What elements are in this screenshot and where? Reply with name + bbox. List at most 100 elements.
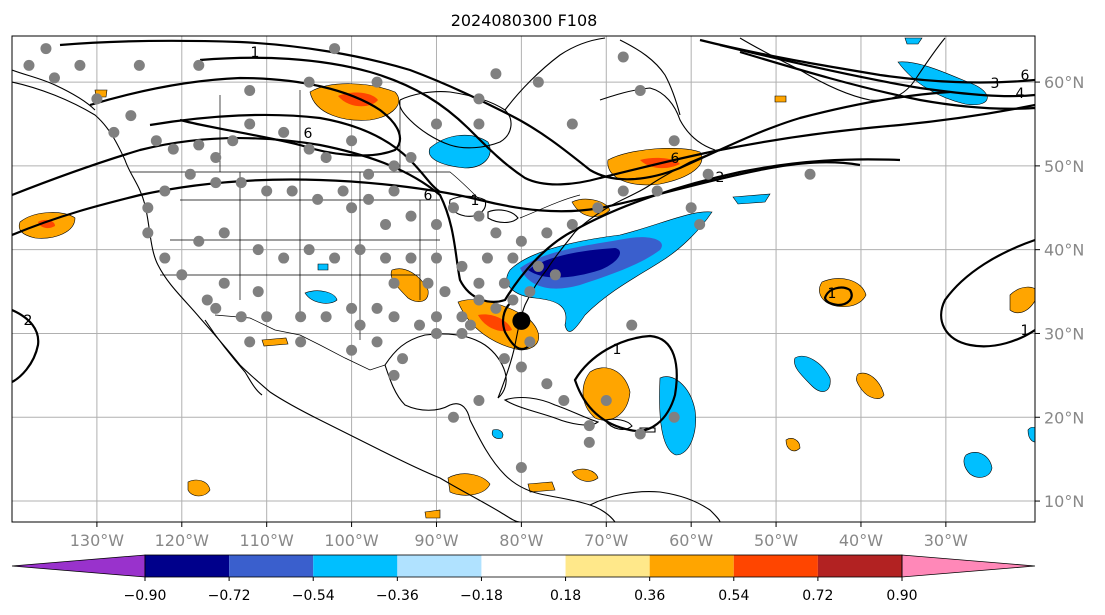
station-dot bbox=[295, 311, 307, 323]
positive-anomaly-small-2 bbox=[527, 481, 556, 493]
station-dot bbox=[515, 235, 527, 247]
station-dot bbox=[515, 361, 527, 373]
map-frame bbox=[11, 35, 1036, 523]
positive-anomaly-small-4 bbox=[785, 438, 801, 452]
station-dot bbox=[201, 294, 213, 306]
station-dot bbox=[541, 227, 553, 239]
station-dot bbox=[363, 168, 375, 180]
positive-anomaly-atlantic-1 bbox=[819, 278, 867, 308]
colorbar-segment bbox=[397, 555, 482, 577]
station-dot bbox=[473, 210, 485, 222]
colorbar-segment bbox=[649, 555, 734, 577]
latitude-label: 40°N bbox=[1044, 241, 1084, 260]
station-dot bbox=[651, 185, 663, 197]
colorbar-segment bbox=[145, 555, 230, 577]
station-dot bbox=[286, 185, 298, 197]
station-dot bbox=[244, 336, 256, 348]
station-dot bbox=[430, 252, 442, 264]
station-dot bbox=[74, 59, 86, 71]
colorbar-under-triangle bbox=[11, 554, 146, 578]
station-dot bbox=[414, 319, 426, 331]
station-dot bbox=[685, 202, 697, 214]
station-dot bbox=[447, 202, 459, 214]
station-dot bbox=[150, 135, 162, 147]
station-dot bbox=[142, 227, 154, 239]
station-dot bbox=[193, 59, 205, 71]
colorbar-tick-label: 0.90 bbox=[886, 588, 917, 604]
station-dot bbox=[566, 219, 578, 231]
colorbar-tick-label: −0.54 bbox=[292, 588, 335, 604]
colorbar-segment bbox=[481, 555, 566, 577]
station-dot bbox=[303, 244, 315, 256]
longitude-label: 70°W bbox=[584, 531, 628, 550]
longitude-label: 30°W bbox=[924, 531, 968, 550]
station-dot bbox=[617, 51, 629, 63]
station-dot bbox=[668, 135, 680, 147]
longitude-label: 100°W bbox=[324, 531, 379, 550]
negative-anomaly-small-3 bbox=[491, 429, 504, 439]
political-borders bbox=[130, 90, 581, 371]
station-dot bbox=[524, 286, 536, 298]
negative-anomaly-southwest bbox=[304, 290, 338, 304]
station-dot bbox=[515, 462, 527, 474]
longitude-label: 90°W bbox=[414, 531, 458, 550]
station-dot bbox=[626, 319, 638, 331]
station-dot bbox=[48, 72, 60, 84]
colorbar-segment bbox=[313, 555, 398, 577]
station-dot bbox=[261, 185, 273, 197]
station-dot bbox=[532, 76, 544, 88]
station-dot bbox=[371, 302, 383, 314]
station-dot bbox=[634, 428, 646, 440]
station-dot bbox=[261, 311, 273, 323]
station-dot bbox=[617, 185, 629, 197]
station-dot bbox=[184, 168, 196, 180]
longitude-label: 60°W bbox=[669, 531, 713, 550]
latitude-label: 10°N bbox=[1044, 492, 1084, 511]
station-dot bbox=[388, 160, 400, 172]
contour-labels: 16664211136421 bbox=[24, 45, 1030, 358]
station-dot bbox=[40, 43, 52, 55]
station-dot bbox=[193, 139, 205, 151]
station-dot bbox=[210, 302, 222, 314]
station-dot bbox=[278, 252, 290, 264]
station-dot bbox=[320, 152, 332, 163]
station-dot bbox=[133, 59, 145, 71]
colorbar-tick-label: −0.72 bbox=[208, 588, 251, 604]
colorbar-segment bbox=[733, 555, 818, 577]
positive-anomaly-small-7 bbox=[774, 95, 787, 103]
station-dot bbox=[252, 244, 264, 256]
station-dot bbox=[371, 336, 383, 348]
station-dot bbox=[295, 336, 307, 348]
longitude-label: 130°W bbox=[70, 531, 125, 550]
station-dot bbox=[804, 168, 816, 180]
station-dot bbox=[218, 227, 230, 239]
station-dot bbox=[490, 302, 502, 314]
station-dot bbox=[498, 277, 510, 289]
station-dot bbox=[244, 84, 256, 96]
station-dot bbox=[354, 244, 366, 256]
station-dot bbox=[473, 277, 485, 289]
positive-anomaly-tropical bbox=[582, 367, 631, 421]
station-dot bbox=[447, 411, 459, 423]
station-dot bbox=[464, 319, 476, 331]
station-dot bbox=[388, 185, 400, 197]
station-dot bbox=[303, 76, 315, 88]
station-dot bbox=[354, 319, 366, 331]
station-dot bbox=[159, 185, 171, 197]
station-dot bbox=[380, 252, 392, 264]
longitude-labels: 130°W 120°W 110°W 100°W 90°W 80°W 70°W 60°W 50°W… bbox=[70, 522, 968, 550]
station-dot bbox=[490, 227, 502, 239]
station-dot bbox=[507, 252, 519, 264]
station-dot bbox=[210, 177, 222, 189]
negative-anomaly-atlantic-2 bbox=[963, 452, 993, 478]
station-dot bbox=[668, 411, 680, 423]
longitude-label: 50°W bbox=[754, 531, 798, 550]
storm-center-marker bbox=[512, 311, 531, 330]
latitude-label: 60°N bbox=[1044, 73, 1084, 92]
positive-anomaly-atlantic-2 bbox=[856, 372, 885, 399]
longitude-label: 80°W bbox=[499, 531, 543, 550]
station-dot bbox=[388, 277, 400, 289]
latitude-label: 30°N bbox=[1044, 324, 1084, 343]
station-dot bbox=[167, 143, 179, 155]
